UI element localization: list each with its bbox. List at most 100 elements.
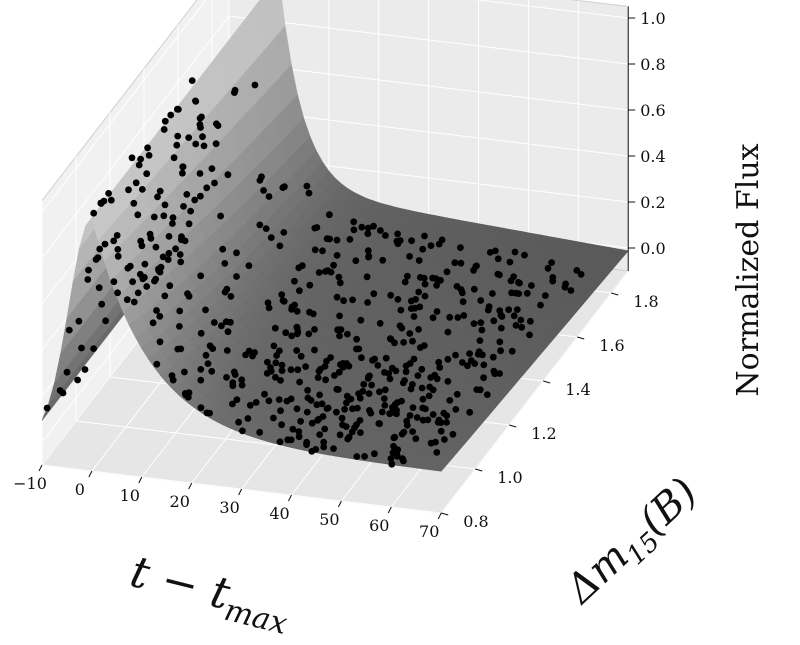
x-axis-title-sub: max bbox=[221, 593, 291, 642]
y-tick-label: 1.4 bbox=[565, 380, 590, 399]
data-point bbox=[322, 376, 329, 384]
data-point bbox=[160, 212, 168, 220]
data-point bbox=[138, 186, 146, 193]
data-point bbox=[202, 351, 210, 359]
data-point bbox=[244, 415, 252, 422]
data-point bbox=[137, 155, 145, 163]
data-point bbox=[453, 283, 461, 290]
data-point bbox=[523, 289, 531, 297]
data-point bbox=[260, 187, 267, 194]
data-point bbox=[302, 363, 309, 370]
data-point bbox=[419, 245, 427, 253]
data-point bbox=[101, 240, 109, 248]
data-point bbox=[358, 354, 365, 362]
data-point bbox=[457, 259, 465, 267]
data-point bbox=[371, 450, 378, 458]
data-point bbox=[287, 395, 295, 403]
data-point bbox=[74, 376, 81, 384]
data-point bbox=[156, 338, 164, 346]
data-point bbox=[102, 317, 109, 325]
data-point bbox=[375, 420, 383, 427]
data-point bbox=[336, 279, 344, 287]
data-point bbox=[296, 287, 303, 295]
data-point bbox=[381, 386, 389, 394]
data-point bbox=[486, 249, 494, 256]
data-point bbox=[379, 256, 387, 264]
data-point bbox=[218, 322, 225, 330]
data-point bbox=[459, 359, 466, 366]
data-point bbox=[150, 213, 158, 221]
data-point bbox=[477, 319, 485, 326]
data-point bbox=[485, 303, 493, 310]
data-point bbox=[433, 375, 441, 383]
x-tick bbox=[387, 506, 392, 514]
data-point bbox=[172, 245, 180, 253]
data-point bbox=[316, 391, 323, 399]
data-point bbox=[197, 192, 204, 200]
data-point bbox=[494, 255, 502, 263]
x-tick-label: 70 bbox=[419, 522, 439, 541]
data-point bbox=[387, 291, 395, 299]
data-point bbox=[267, 364, 274, 371]
data-point bbox=[353, 421, 360, 428]
data-point bbox=[391, 339, 398, 347]
data-point bbox=[410, 355, 418, 363]
data-point bbox=[354, 404, 361, 412]
data-point bbox=[212, 140, 220, 148]
data-point bbox=[336, 332, 343, 340]
data-point bbox=[85, 266, 92, 274]
data-point bbox=[138, 242, 146, 250]
data-point bbox=[291, 277, 298, 285]
data-point bbox=[341, 406, 348, 413]
data-point bbox=[381, 402, 389, 409]
data-point bbox=[319, 247, 326, 255]
data-point bbox=[370, 222, 377, 230]
data-point bbox=[516, 279, 523, 287]
data-point bbox=[90, 345, 97, 352]
z-tick-label: 0.8 bbox=[640, 55, 665, 74]
data-point bbox=[231, 86, 239, 94]
data-point bbox=[229, 400, 236, 408]
data-point bbox=[340, 297, 347, 305]
data-point bbox=[78, 344, 85, 352]
data-point bbox=[314, 374, 322, 381]
data-point bbox=[208, 367, 216, 375]
data-point bbox=[333, 252, 341, 259]
data-point bbox=[359, 387, 367, 395]
data-point bbox=[398, 397, 405, 405]
data-point bbox=[295, 428, 303, 436]
data-point bbox=[308, 419, 316, 427]
data-point bbox=[366, 407, 373, 414]
data-point bbox=[505, 306, 513, 314]
data-point bbox=[348, 428, 356, 436]
data-point bbox=[434, 419, 442, 426]
data-point bbox=[130, 298, 138, 306]
data-point bbox=[494, 270, 502, 278]
data-point bbox=[441, 436, 448, 443]
data-point bbox=[176, 307, 184, 315]
data-point bbox=[480, 361, 488, 369]
data-point bbox=[336, 326, 344, 334]
data-point bbox=[541, 292, 549, 299]
x-tick-label: −10 bbox=[13, 474, 47, 493]
data-point bbox=[335, 368, 343, 376]
data-point bbox=[528, 282, 535, 289]
data-point bbox=[217, 212, 225, 220]
x-tick bbox=[437, 512, 442, 520]
data-point bbox=[511, 248, 519, 256]
data-point bbox=[382, 354, 390, 362]
data-point bbox=[245, 262, 253, 270]
data-point bbox=[284, 436, 292, 444]
data-point bbox=[197, 272, 205, 280]
data-point bbox=[412, 296, 419, 303]
data-point bbox=[197, 404, 205, 412]
data-point bbox=[333, 236, 341, 244]
data-point bbox=[134, 289, 142, 297]
data-point bbox=[408, 237, 415, 245]
data-point bbox=[151, 277, 158, 285]
data-point bbox=[319, 413, 327, 420]
grid-line bbox=[440, 270, 629, 514]
grid-line bbox=[228, 15, 629, 65]
data-point bbox=[506, 258, 514, 266]
data-point bbox=[246, 401, 254, 409]
